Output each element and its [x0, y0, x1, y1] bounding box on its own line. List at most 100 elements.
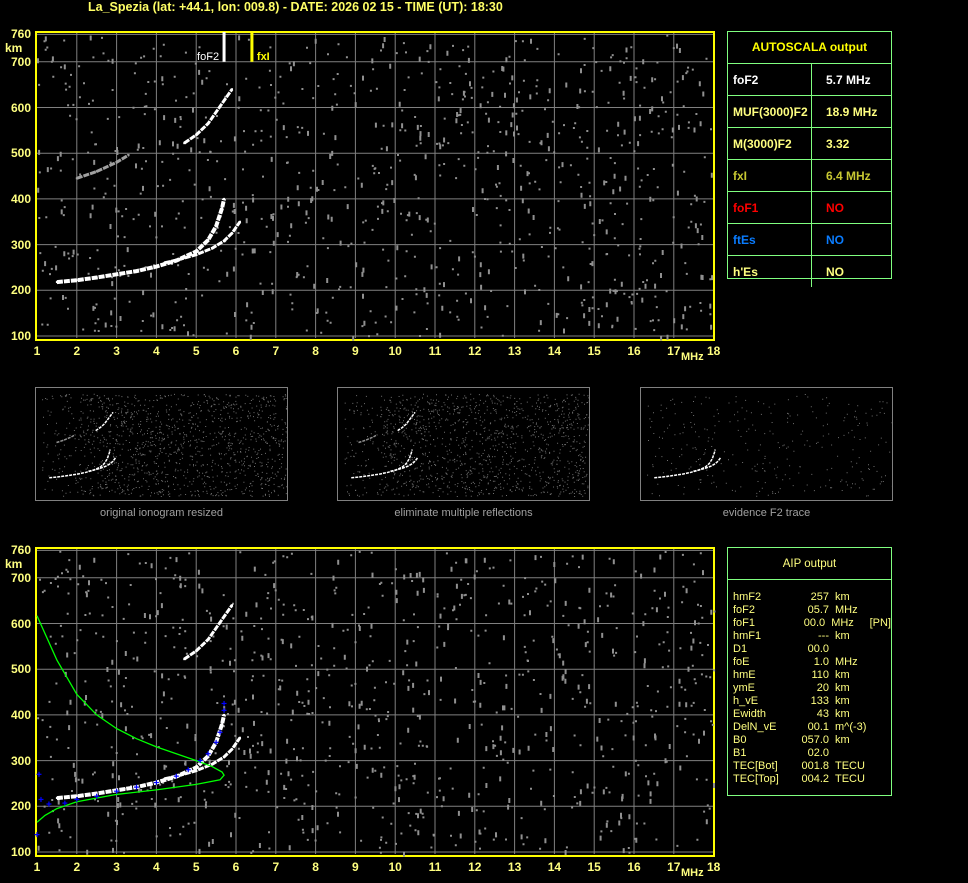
fit-point: [223, 700, 225, 706]
autoscala-row: ftEs NO: [728, 223, 891, 255]
aip-param: hmE: [733, 669, 756, 681]
aip-unit: km: [835, 734, 850, 746]
trace-point: [55, 797, 58, 800]
noise-speckle: [37, 550, 716, 857]
trace-point: [231, 748, 234, 751]
fit-point: [215, 739, 217, 745]
y-tick-label: 200: [10, 799, 31, 814]
trace-point: [223, 713, 226, 716]
aip-ionogram-plot: [35, 547, 715, 857]
trace-point: [195, 253, 198, 256]
trace-point: [238, 736, 241, 739]
aip-param: ymE: [733, 682, 755, 694]
aip-rows: hmF2 257 km foF2 05.7 MHz foF1 00.0 MHz [PN] hmF1-…: [728, 580, 891, 786]
aip-param: hmF2: [733, 591, 762, 603]
thumbnail-canvas: [647, 394, 892, 497]
x-tick-label: 5: [192, 860, 200, 874]
marker-label: foF2: [197, 51, 219, 63]
aip-unit: km: [835, 682, 850, 694]
thumbnail-original: [35, 387, 288, 501]
aip-param: foF1: [733, 617, 756, 629]
x-tick-label: 7: [272, 344, 280, 358]
trace-point: [163, 261, 166, 264]
x-tick-label: 11: [428, 344, 442, 358]
x-tick-label: 2: [73, 860, 81, 874]
trace-point: [231, 232, 234, 235]
x-axis-label: MHz: [681, 351, 704, 363]
ionogram-plot: [35, 31, 715, 341]
aip-row: B1 02.0: [728, 747, 891, 760]
fit-point: [207, 751, 209, 757]
aip-row: foF2 05.7 MHz: [728, 604, 891, 617]
grid: [37, 33, 713, 338]
param-name: h'Es: [728, 256, 812, 287]
x-axis-label: MHz: [681, 867, 704, 879]
trace-point: [195, 649, 198, 652]
x-tick-label: 12: [468, 860, 482, 874]
trace-point: [115, 273, 118, 276]
x-tick-label: 15: [587, 860, 601, 874]
trace-point: [195, 766, 198, 769]
aip-value: 02.0: [807, 747, 829, 759]
aip-row: B0 057.0 km: [728, 734, 891, 747]
x-tick-label: 17: [667, 860, 681, 874]
aip-value: 110: [811, 669, 829, 681]
x-tick-label: 8: [312, 344, 319, 358]
aip-row: foE 1.0 MHz: [728, 656, 891, 669]
x-tick-label: 18: [707, 860, 721, 874]
aip-unit: km: [835, 669, 850, 681]
aip-row: DelN_vE 00.1 m^(-3): [728, 721, 891, 734]
aip-param: B1: [733, 747, 747, 759]
y-tick-label: 400: [10, 707, 31, 722]
trace-point: [223, 99, 226, 102]
aip-value: 004.2: [801, 773, 829, 785]
trace-point: [195, 133, 198, 136]
trace-point: [207, 122, 210, 125]
x-tick-label: 2: [73, 344, 81, 358]
aip-title: AIP output: [728, 548, 891, 580]
trace-second-hop: [183, 88, 234, 145]
y-tick-label: 760: [10, 27, 31, 42]
autoscala-row: M(3000)F2 3.32: [728, 127, 891, 159]
grid: [37, 549, 713, 854]
fit-point: [64, 800, 66, 806]
aip-row: TEC[Top] 004.2 TECU: [728, 773, 891, 786]
thumbnail-trace: [390, 456, 419, 472]
aip-value: 43: [816, 708, 829, 720]
aip-param: h_vE: [733, 695, 759, 707]
aip-unit: km: [835, 630, 850, 642]
trace-point: [223, 197, 226, 200]
fit-point: [96, 793, 98, 799]
fit-point: [76, 796, 78, 802]
aip-value: 001.8: [801, 760, 829, 772]
thumbnail-caption: eliminate multiple reflections: [394, 507, 533, 519]
aip-value: 20: [816, 682, 829, 694]
fit-point: [155, 780, 157, 786]
aip-value: 00.1: [807, 721, 829, 733]
fit-point: [36, 832, 38, 838]
x-tick-label: 10: [388, 344, 402, 358]
aip-value: 057.0: [801, 734, 829, 746]
fit-point: [116, 788, 118, 794]
x-tick-label: 8: [312, 860, 319, 874]
thumbnail-trace: [95, 411, 114, 432]
trace-point: [115, 161, 118, 164]
aip-param: DelN_vE: [733, 721, 777, 733]
trace-point: [163, 777, 166, 780]
aip-row: TEC[Bot] 001.8 TECU: [728, 760, 891, 773]
x-tick-label: 17: [667, 344, 681, 358]
x-tick-label: 10: [388, 860, 402, 874]
aip-param: foF2: [733, 604, 756, 616]
x-tick-label: 1: [33, 344, 41, 358]
trace-second-hop: [183, 604, 234, 661]
aip-param: Ewidth: [733, 708, 767, 720]
x-tick-label: 7: [272, 860, 280, 874]
y-tick-label: 700: [10, 54, 31, 69]
x-tick-label: 16: [627, 860, 641, 874]
param-name: MUF(3000)F2: [728, 96, 812, 127]
autoscala-row: foF2 5.7 MHz: [728, 63, 891, 95]
trace-point: [238, 220, 241, 223]
x-tick-label: 9: [352, 860, 359, 874]
fit-point: [219, 729, 221, 735]
